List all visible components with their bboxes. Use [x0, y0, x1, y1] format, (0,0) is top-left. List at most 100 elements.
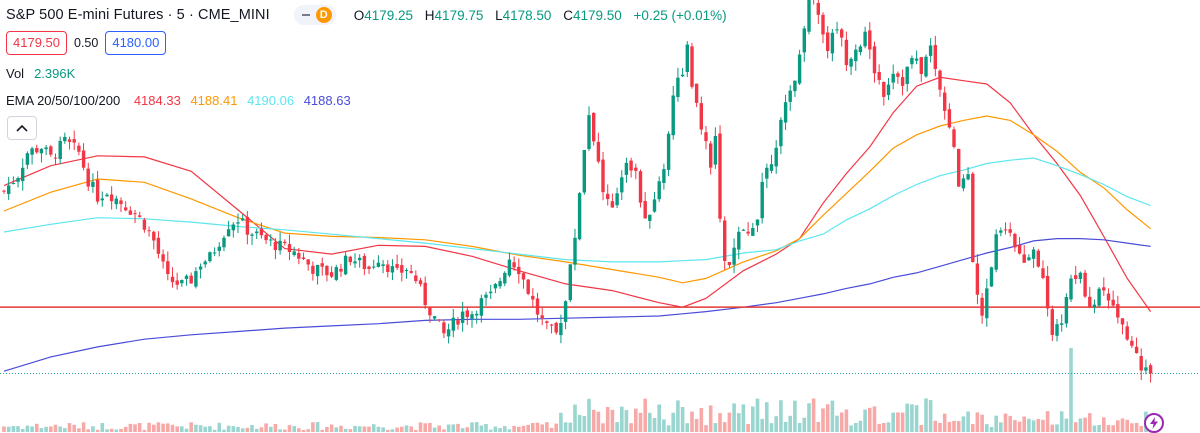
lightning-button[interactable]: [1144, 413, 1164, 433]
collapse-legend-button[interactable]: [7, 116, 37, 140]
symbol-title[interactable]: S&P 500 E-mini Futures · 5 · CME_MINI: [6, 7, 270, 23]
candle: [652, 191, 657, 213]
volume-value: 2.396K: [34, 66, 76, 81]
candle: [1097, 287, 1101, 308]
candle-body: [914, 58, 919, 61]
candle-body: [947, 109, 952, 128]
candle-body: [418, 280, 423, 285]
candle-body: [498, 281, 502, 287]
volume-bar: [175, 426, 179, 432]
candle: [989, 266, 994, 287]
volume-bar: [137, 423, 142, 432]
volume-bar: [72, 424, 76, 432]
candle-body: [95, 179, 100, 202]
candle: [25, 151, 30, 169]
candle: [914, 50, 919, 65]
volume-bar: [699, 408, 704, 432]
volume-bar: [690, 411, 694, 432]
candle-body: [966, 174, 970, 180]
candle: [1045, 266, 1050, 317]
volume-bar: [1013, 420, 1017, 432]
candle: [638, 169, 643, 208]
candle-body: [521, 273, 526, 280]
candle-body: [582, 150, 586, 193]
volume-bar: [601, 423, 605, 432]
candle: [816, 0, 820, 24]
volume-bar: [123, 426, 128, 432]
volume-bar: [58, 426, 62, 432]
sell-button[interactable]: 4179.50: [6, 31, 67, 55]
volume-bar: [1111, 425, 1115, 432]
candle-body: [1120, 318, 1125, 325]
volume-legend[interactable]: Vol 2.396K: [6, 66, 75, 81]
candle: [95, 171, 100, 205]
volume-bar: [788, 415, 792, 432]
candle: [863, 26, 867, 49]
candle: [231, 222, 235, 238]
candle-body: [896, 73, 900, 77]
candle-body: [563, 301, 568, 322]
candle-body: [30, 148, 34, 155]
volume-bar: [746, 424, 750, 432]
volume-bar: [521, 425, 526, 432]
candle-body: [1064, 297, 1069, 324]
candle: [1036, 248, 1040, 268]
volume-bar: [671, 412, 675, 432]
volume-bar: [114, 429, 119, 432]
candle: [858, 44, 863, 56]
candle: [1106, 288, 1111, 309]
market-status-pill[interactable]: D: [293, 5, 336, 25]
volume-bar: [722, 422, 727, 432]
volume-bar: [320, 429, 324, 432]
candle: [241, 214, 245, 222]
candle-body: [1017, 245, 1022, 254]
volume-bar: [891, 412, 895, 432]
volume-bar: [105, 429, 109, 432]
buy-button[interactable]: 4180.00: [105, 31, 167, 55]
candle-body: [58, 140, 62, 160]
candle: [727, 261, 732, 268]
volume-bar: [545, 422, 549, 432]
candle-body: [680, 74, 685, 77]
candle-body: [348, 256, 352, 263]
candle-body: [1022, 254, 1026, 263]
volume-bar: [287, 425, 292, 432]
volume-bar: [63, 428, 67, 432]
ema-legend[interactable]: EMA 20/50/100/200 4184.33 4188.41 4190.0…: [6, 93, 351, 108]
legend-header: S&P 500 E-mini Futures · 5 · CME_MINI D …: [6, 2, 727, 28]
volume-bar: [535, 422, 540, 432]
volume-bar: [989, 427, 994, 432]
volume-bar: [924, 398, 928, 432]
volume-bar: [283, 429, 287, 432]
candle-body: [287, 244, 292, 252]
volume-bar: [1069, 348, 1073, 432]
volume-bar: [971, 424, 975, 432]
candle: [999, 227, 1003, 237]
candle: [844, 31, 849, 71]
candle: [194, 267, 198, 289]
volume-bar: [568, 422, 573, 432]
candle-body: [446, 329, 451, 337]
volume-bar: [1003, 413, 1008, 432]
candle-body: [35, 148, 39, 153]
candle-body: [952, 129, 956, 147]
candle-body: [905, 66, 909, 84]
candle-body: [732, 247, 736, 265]
candle: [367, 265, 371, 274]
candle-body: [783, 102, 788, 123]
volume-bar: [994, 415, 998, 432]
candle: [142, 217, 147, 233]
candle: [587, 106, 591, 152]
ema-line-200: [3, 238, 1151, 372]
candle: [1083, 270, 1087, 298]
candle: [554, 321, 558, 335]
volume-bar: [2, 426, 6, 432]
candle: [278, 232, 282, 255]
volume-bar: [830, 400, 835, 432]
candle: [493, 282, 498, 294]
candle-body: [877, 72, 881, 80]
candle: [437, 319, 441, 323]
volume-bar: [250, 425, 254, 432]
volume-bar: [226, 425, 231, 432]
